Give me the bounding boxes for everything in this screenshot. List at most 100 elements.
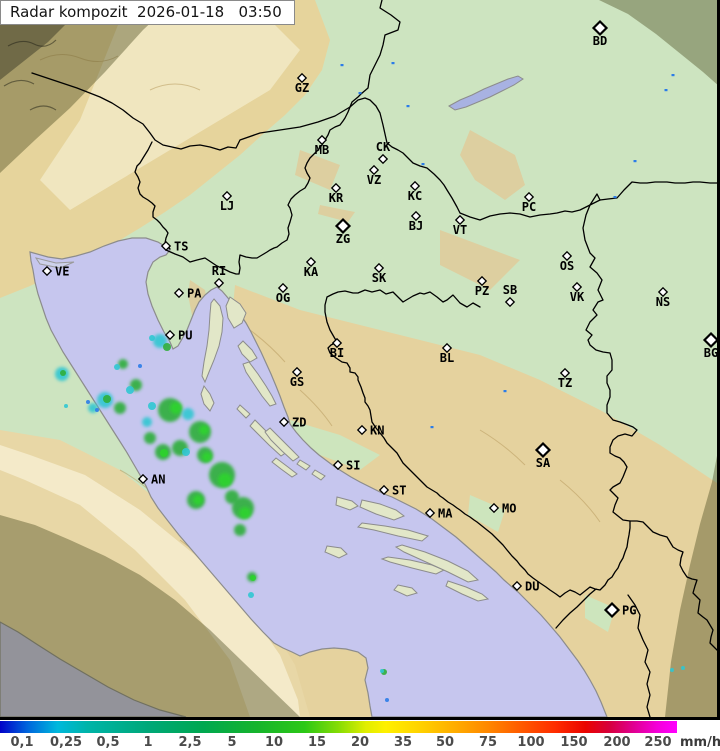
venice-lagoon — [34, 257, 75, 269]
legend-unit-label: mm/h — [680, 735, 720, 750]
station-diamond-icon — [441, 342, 453, 354]
station-label: NS — [656, 295, 670, 309]
radar-cell — [239, 507, 251, 519]
station-DU: DU — [511, 580, 539, 594]
radar-cell — [670, 668, 674, 672]
station-label: PC — [522, 200, 536, 214]
radar-cell — [86, 400, 90, 404]
legend-color-scale — [0, 721, 677, 733]
station-diamond-icon — [296, 72, 308, 84]
station-diamond-icon — [278, 416, 290, 428]
station-label: CK — [376, 140, 391, 154]
radar-cell — [380, 669, 384, 673]
radar-cell — [160, 449, 168, 457]
station-label: GZ — [295, 81, 309, 95]
station-diamond-icon — [591, 19, 609, 37]
radar-cell — [153, 334, 167, 348]
station-label: DU — [525, 580, 539, 594]
station-TS: TS — [160, 240, 188, 254]
legend-tick: 100 — [517, 735, 545, 750]
small-lakes-layer — [340, 62, 675, 429]
lake-dot — [406, 105, 410, 108]
lake-dot — [421, 163, 425, 166]
station-PA: PA — [173, 287, 202, 301]
radar-cell — [234, 524, 246, 536]
legend-tick: 35 — [393, 735, 413, 750]
lake-dot — [613, 196, 617, 199]
station-diamond-icon — [523, 191, 535, 203]
station-label: KA — [304, 265, 319, 279]
station-label: ST — [392, 484, 406, 498]
radar-cell — [248, 592, 254, 598]
station-LJ: LJ — [220, 190, 234, 213]
station-SA: SA — [534, 441, 552, 470]
radar-cell — [148, 402, 156, 410]
station-PZ: PZ — [475, 275, 489, 298]
lake-dot — [671, 74, 675, 77]
station-SI: SI — [332, 459, 360, 473]
radar-precipitation-layer — [55, 334, 685, 702]
station-diamond-icon — [41, 265, 53, 277]
station-diamond-icon — [603, 601, 621, 619]
radar-cell — [202, 452, 212, 462]
terrain-valley-zeta — [585, 595, 615, 632]
station-GS: GS — [290, 366, 304, 389]
station-label: MB — [315, 143, 329, 157]
map-canvas: GZ BD MB CK VZ KR KC LJ PC BJ VT ZG TS OS KA SK VE PZ RI VK… — [0, 0, 720, 717]
radar-cell — [163, 343, 171, 351]
legend: 0,1 0,25 0,5 1 2,5 5 10 15 20 35 50 75 100 150 200 250 … — [0, 717, 720, 751]
legend-tick: 5 — [227, 735, 237, 750]
station-diamond-icon — [213, 277, 225, 289]
station-SB: SB — [503, 283, 517, 308]
station-diamond-icon — [277, 282, 289, 294]
legend-tick: 2,5 — [178, 735, 202, 750]
station-MB: MB — [315, 134, 329, 157]
station-BL: BL — [440, 342, 454, 365]
radar-map: GZ BD MB CK VZ KR KC LJ PC BJ VT ZG TS OS KA SK VE PZ RI VK… — [0, 0, 720, 717]
radar-cell — [199, 425, 209, 435]
station-label: ZD — [292, 416, 306, 430]
radar-cell — [114, 402, 126, 414]
station-diamond-icon — [488, 502, 500, 514]
terrain-pecs-hills — [460, 130, 525, 200]
station-label: TS — [174, 240, 188, 254]
station-label: BL — [440, 351, 454, 365]
station-PC: PC — [522, 191, 536, 214]
radar-cell — [138, 364, 142, 368]
lake-dot — [633, 160, 637, 163]
station-label: GS — [290, 375, 304, 389]
station-diamond-icon — [330, 182, 342, 194]
legend-tick: 250 — [644, 735, 672, 750]
legend-tick: 50 — [435, 735, 455, 750]
legend-tick: 0,1 — [10, 735, 34, 750]
station-GZ: GZ — [295, 72, 309, 95]
station-ZG: ZG — [334, 217, 352, 246]
terrain-valley-mostar — [468, 495, 505, 532]
legend-tick: 15 — [307, 735, 327, 750]
radar-cell — [182, 448, 190, 456]
radar-cell — [64, 404, 68, 408]
radar-cell — [118, 359, 128, 369]
legend-tick: 0,5 — [96, 735, 120, 750]
station-diamond-icon — [331, 337, 343, 349]
radar-cell — [114, 364, 120, 370]
station-label: SI — [346, 459, 360, 473]
station-CK: CK — [376, 140, 391, 165]
radar-cell — [385, 698, 389, 702]
radar-cell — [126, 386, 134, 394]
radar-cell — [182, 408, 194, 420]
radar-cell — [144, 432, 156, 444]
station-label: BI — [330, 346, 344, 360]
station-label: OS — [560, 259, 574, 273]
lake-dot — [430, 426, 434, 429]
station-label: SB — [503, 283, 517, 297]
tyrrhenian-sea — [0, 621, 187, 717]
station-diamond-icon — [305, 256, 317, 268]
station-diamond-icon — [356, 424, 368, 436]
station-diamond-icon — [291, 366, 303, 378]
station-label: BJ — [409, 219, 423, 233]
map-right-border — [717, 0, 720, 717]
station-ST: ST — [378, 484, 406, 498]
radar-cell — [103, 395, 111, 403]
station-diamond-icon — [316, 134, 328, 146]
